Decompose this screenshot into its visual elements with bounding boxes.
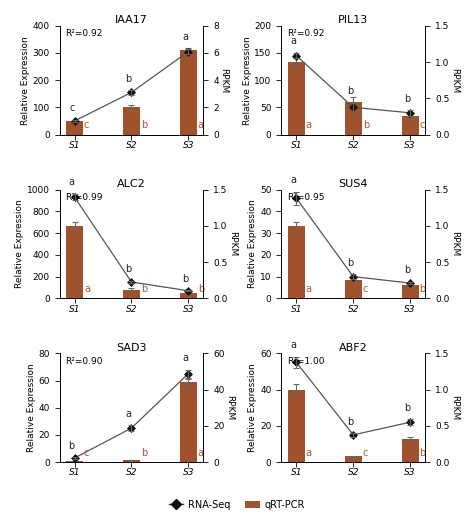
Text: a: a <box>291 36 297 46</box>
Y-axis label: RPKM: RPKM <box>450 231 459 256</box>
Text: c: c <box>69 103 74 113</box>
Text: a: a <box>291 340 297 351</box>
Bar <box>288 62 305 134</box>
Text: b: b <box>419 284 426 294</box>
Text: a: a <box>182 32 189 42</box>
Bar <box>180 50 197 134</box>
Bar <box>288 226 305 299</box>
Text: c: c <box>363 448 368 458</box>
Y-axis label: Relative Expression: Relative Expression <box>248 363 257 452</box>
Text: a: a <box>198 448 204 458</box>
Y-axis label: RPKM: RPKM <box>219 68 228 93</box>
Bar <box>66 226 83 299</box>
Bar <box>123 290 140 299</box>
Y-axis label: RPKM: RPKM <box>228 231 237 256</box>
Text: a: a <box>198 120 204 130</box>
Text: b: b <box>69 441 75 451</box>
Text: b: b <box>347 258 354 268</box>
Text: a: a <box>291 175 297 185</box>
Text: R²=0.99: R²=0.99 <box>65 193 103 202</box>
Title: PIL13: PIL13 <box>338 15 368 25</box>
Bar <box>123 107 140 134</box>
Text: b: b <box>404 94 410 104</box>
Text: b: b <box>141 120 147 130</box>
Text: R²=0.92: R²=0.92 <box>65 29 103 38</box>
Bar <box>180 293 197 299</box>
Bar <box>345 456 362 462</box>
Text: a: a <box>306 448 312 458</box>
Text: c: c <box>84 448 89 458</box>
Title: SAD3: SAD3 <box>116 342 146 353</box>
Legend: RNA-Seq, qRT-PCR: RNA-Seq, qRT-PCR <box>165 496 309 514</box>
Text: b: b <box>404 403 410 413</box>
Bar <box>66 461 83 462</box>
Y-axis label: Relative Expression: Relative Expression <box>248 200 257 288</box>
Text: b: b <box>347 86 354 96</box>
Text: b: b <box>198 284 204 294</box>
Text: a: a <box>69 177 75 188</box>
Y-axis label: RPKM: RPKM <box>450 395 459 420</box>
Y-axis label: Relative Expression: Relative Expression <box>243 36 252 125</box>
Text: R²=0.90: R²=0.90 <box>65 356 103 366</box>
Text: c: c <box>363 284 368 294</box>
Y-axis label: Relative Expression: Relative Expression <box>21 36 30 125</box>
Text: a: a <box>84 284 90 294</box>
Text: b: b <box>404 266 410 276</box>
Bar <box>401 439 419 462</box>
Bar <box>345 280 362 299</box>
Text: a: a <box>306 120 312 130</box>
Bar <box>123 460 140 462</box>
Text: b: b <box>141 448 147 458</box>
Y-axis label: Relative Expression: Relative Expression <box>27 363 36 452</box>
Text: c: c <box>419 120 425 130</box>
Bar <box>401 116 419 134</box>
Y-axis label: Relative Expression: Relative Expression <box>15 200 24 288</box>
Text: R²=0.95: R²=0.95 <box>287 193 325 202</box>
Text: a: a <box>306 284 312 294</box>
Text: b: b <box>126 264 132 275</box>
Title: ALC2: ALC2 <box>117 179 146 189</box>
Text: b: b <box>141 284 147 294</box>
Title: SUS4: SUS4 <box>338 179 368 189</box>
Y-axis label: RPKM: RPKM <box>450 68 459 93</box>
Bar <box>401 286 419 299</box>
Bar <box>180 382 197 462</box>
Text: b: b <box>419 448 426 458</box>
Text: R²=1.00: R²=1.00 <box>287 356 325 366</box>
Text: a: a <box>182 353 189 363</box>
Text: b: b <box>182 274 189 283</box>
Text: b: b <box>126 73 132 84</box>
Y-axis label: RPKM: RPKM <box>225 395 234 420</box>
Text: b: b <box>363 120 369 130</box>
Title: ABF2: ABF2 <box>339 342 368 353</box>
Title: IAA17: IAA17 <box>115 15 148 25</box>
Text: c: c <box>84 120 89 130</box>
Text: a: a <box>126 409 132 419</box>
Bar <box>288 390 305 462</box>
Text: b: b <box>347 417 354 427</box>
Text: R²=0.92: R²=0.92 <box>287 29 324 38</box>
Bar <box>66 121 83 134</box>
Bar <box>345 102 362 134</box>
